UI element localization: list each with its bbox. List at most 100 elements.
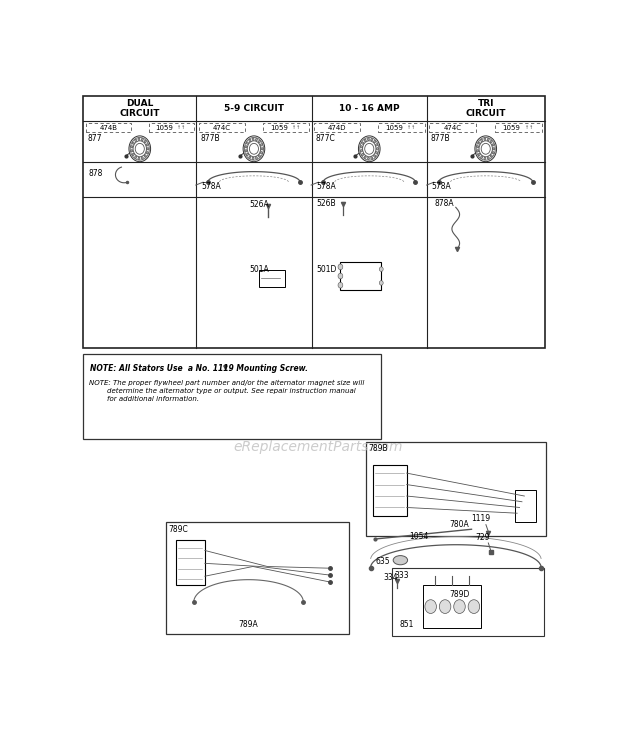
Text: 10 - 16 AMP: 10 - 16 AMP bbox=[339, 104, 399, 113]
Circle shape bbox=[376, 144, 378, 146]
Bar bbox=[423, 585, 481, 628]
Circle shape bbox=[252, 157, 254, 159]
Circle shape bbox=[338, 282, 343, 288]
Bar bbox=[373, 464, 407, 516]
Bar bbox=[495, 123, 542, 132]
Circle shape bbox=[249, 139, 251, 141]
Circle shape bbox=[364, 139, 366, 141]
Text: TRI
CIRCUIT: TRI CIRCUIT bbox=[466, 99, 506, 118]
Circle shape bbox=[260, 152, 262, 154]
Bar bbox=[259, 270, 285, 287]
Circle shape bbox=[478, 142, 480, 144]
Circle shape bbox=[249, 144, 259, 154]
Circle shape bbox=[338, 273, 343, 279]
Bar bbox=[149, 123, 194, 132]
Text: 1059: 1059 bbox=[156, 124, 174, 130]
Circle shape bbox=[468, 600, 480, 614]
Circle shape bbox=[260, 144, 262, 146]
Circle shape bbox=[376, 152, 378, 154]
Text: ↑↑: ↑↑ bbox=[407, 124, 416, 129]
Circle shape bbox=[371, 138, 373, 141]
Circle shape bbox=[135, 156, 136, 158]
Circle shape bbox=[132, 153, 134, 155]
Circle shape bbox=[259, 155, 260, 157]
Circle shape bbox=[425, 600, 436, 614]
Text: 851: 851 bbox=[399, 620, 414, 629]
Ellipse shape bbox=[393, 556, 407, 565]
Circle shape bbox=[246, 142, 249, 144]
Text: 474C: 474C bbox=[444, 124, 462, 130]
Circle shape bbox=[360, 146, 362, 148]
Circle shape bbox=[379, 267, 383, 272]
Circle shape bbox=[371, 157, 373, 159]
Text: DUAL
CIRCUIT: DUAL CIRCUIT bbox=[120, 99, 160, 118]
Text: NOTE: All Stators Use  a No. 1119 Mounting Screw.: NOTE: All Stators Use a No. 1119 Mountin… bbox=[91, 365, 309, 373]
Bar bbox=[340, 263, 381, 289]
Text: 1119: 1119 bbox=[471, 514, 490, 524]
Circle shape bbox=[259, 141, 260, 143]
Circle shape bbox=[480, 156, 482, 158]
Circle shape bbox=[484, 157, 486, 159]
Text: 334: 334 bbox=[384, 573, 398, 582]
Circle shape bbox=[374, 141, 376, 143]
Text: 878A: 878A bbox=[434, 199, 454, 208]
Bar bbox=[176, 540, 205, 585]
Circle shape bbox=[493, 147, 495, 150]
Circle shape bbox=[374, 155, 376, 157]
Bar bbox=[166, 522, 349, 634]
Circle shape bbox=[477, 150, 479, 152]
Bar bbox=[83, 96, 544, 348]
Bar bbox=[378, 123, 425, 132]
Text: 474B: 474B bbox=[99, 124, 117, 130]
Circle shape bbox=[144, 155, 146, 157]
Text: 877: 877 bbox=[87, 134, 102, 143]
Circle shape bbox=[245, 150, 247, 152]
Circle shape bbox=[338, 264, 343, 270]
Circle shape bbox=[138, 157, 140, 159]
Text: NOTE: The proper flywheel part number and/or the alternator magnet size will
   : NOTE: The proper flywheel part number an… bbox=[89, 379, 365, 402]
Circle shape bbox=[481, 144, 490, 154]
Circle shape bbox=[261, 147, 263, 150]
Text: 5-9 CIRCUIT: 5-9 CIRCUIT bbox=[224, 104, 284, 113]
Text: 578A: 578A bbox=[432, 182, 451, 191]
Text: 877C: 877C bbox=[316, 134, 335, 143]
Circle shape bbox=[368, 138, 370, 141]
Bar bbox=[392, 568, 544, 636]
Circle shape bbox=[252, 138, 254, 141]
Circle shape bbox=[477, 146, 479, 148]
Text: 780A: 780A bbox=[450, 520, 469, 529]
Bar bbox=[314, 123, 360, 132]
Circle shape bbox=[361, 142, 364, 144]
Text: ↑↑: ↑↑ bbox=[525, 124, 533, 129]
Text: 729: 729 bbox=[476, 533, 490, 542]
Bar bbox=[366, 442, 546, 536]
Bar bbox=[429, 123, 476, 132]
Text: 474C: 474C bbox=[213, 124, 231, 130]
Circle shape bbox=[135, 144, 144, 154]
Circle shape bbox=[131, 146, 133, 148]
Text: eReplacementParts.com: eReplacementParts.com bbox=[233, 440, 402, 455]
Circle shape bbox=[490, 141, 492, 143]
Text: 578A: 578A bbox=[316, 182, 336, 191]
Circle shape bbox=[246, 153, 249, 155]
Bar bbox=[198, 123, 245, 132]
Text: 789D: 789D bbox=[450, 590, 470, 599]
Circle shape bbox=[480, 139, 482, 141]
Circle shape bbox=[135, 139, 136, 141]
Circle shape bbox=[146, 152, 148, 154]
Text: 878: 878 bbox=[88, 169, 102, 178]
Circle shape bbox=[245, 146, 247, 148]
Text: 789B: 789B bbox=[368, 444, 388, 453]
Circle shape bbox=[492, 152, 494, 154]
Circle shape bbox=[138, 138, 140, 141]
Text: 1059: 1059 bbox=[386, 124, 404, 130]
Circle shape bbox=[132, 142, 134, 144]
Circle shape bbox=[440, 600, 451, 614]
Circle shape bbox=[147, 147, 149, 150]
Text: 789A: 789A bbox=[239, 620, 259, 629]
Text: 526A: 526A bbox=[249, 200, 269, 209]
Circle shape bbox=[131, 150, 133, 152]
Text: 501D: 501D bbox=[316, 266, 337, 275]
Text: 1059: 1059 bbox=[503, 124, 521, 130]
Text: 877B: 877B bbox=[431, 134, 450, 143]
